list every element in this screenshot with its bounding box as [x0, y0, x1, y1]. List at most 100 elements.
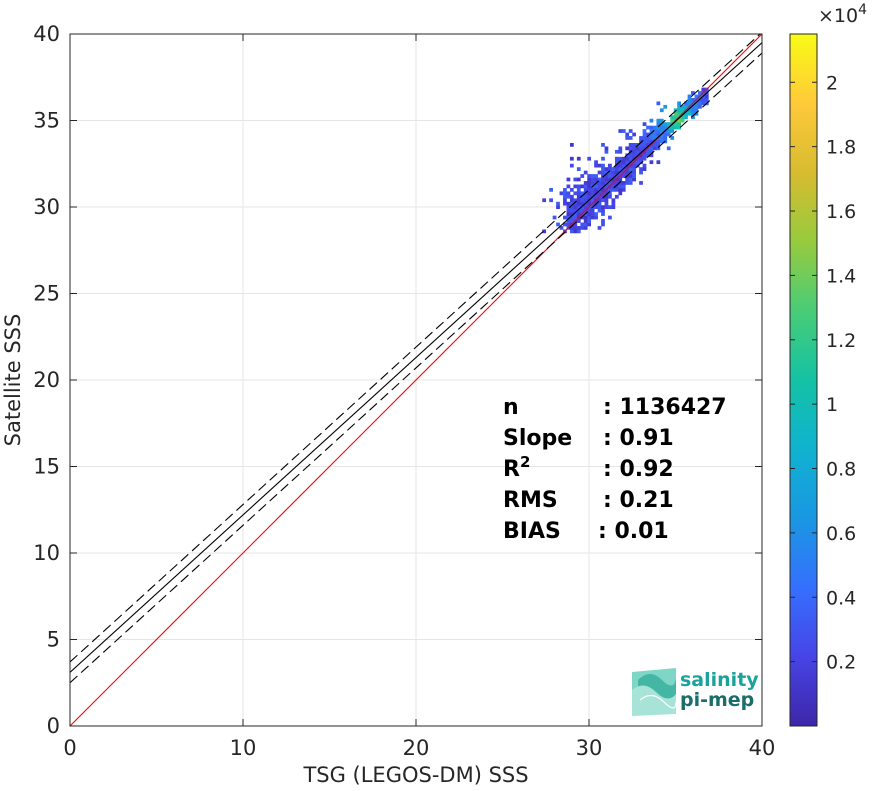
density-cell [590, 212, 595, 216]
density-cell [587, 219, 592, 223]
density-cell [670, 136, 675, 140]
colorbar-tick-label: 1.8 [826, 137, 856, 159]
density-cell [621, 181, 626, 185]
colorbar-multiplier-base: ×10 [818, 5, 858, 27]
stat-value: : 0.92 [603, 457, 674, 482]
density-cell [656, 146, 661, 151]
density-cell [594, 184, 598, 189]
density-cell [604, 181, 609, 185]
density-cell [694, 94, 699, 99]
density-cell [580, 194, 585, 199]
density-cell [642, 167, 647, 171]
density-cell [649, 153, 654, 158]
density-cell [618, 163, 623, 168]
density-cell [628, 181, 633, 185]
density-cell [639, 142, 643, 147]
density-cell [632, 149, 637, 154]
density-cell [677, 108, 681, 113]
x-tick-label: 10 [230, 736, 257, 760]
density-cell [601, 212, 605, 216]
density-cell [649, 146, 654, 151]
density-cell [680, 115, 685, 120]
density-cell [670, 118, 675, 123]
density-cell [659, 129, 664, 133]
density-cell [594, 163, 598, 168]
density-cell [639, 146, 643, 151]
density-cell [656, 129, 661, 133]
stat-label: n [503, 395, 519, 420]
density-cell [587, 191, 592, 196]
density-cell [583, 184, 588, 189]
density-cell [635, 160, 640, 165]
density-cell [642, 142, 647, 147]
density-cell [566, 222, 571, 227]
colorbar-tick-label: 0.6 [826, 523, 856, 545]
y-tick-label: 40 [33, 22, 60, 46]
density-cell [563, 201, 567, 206]
density-cell [687, 94, 692, 99]
density-cell [697, 104, 702, 109]
density-cell [601, 181, 605, 185]
density-cell [573, 215, 578, 220]
density-cell [576, 194, 581, 199]
density-cell [611, 184, 616, 189]
density-cell [618, 184, 623, 189]
density-cell [656, 118, 661, 123]
density-cell [649, 160, 654, 165]
stat-label-text: n [503, 395, 519, 420]
density-cell [587, 212, 592, 216]
density-cell [611, 174, 616, 178]
density-cell [573, 198, 578, 203]
density-cell [594, 194, 598, 199]
density-cell [618, 149, 623, 154]
density-cell [646, 132, 650, 137]
density-cell [625, 170, 630, 175]
x-tick-label: 40 [749, 736, 776, 760]
density-cell [580, 201, 585, 206]
density-cell [559, 191, 564, 196]
density-cell [673, 115, 678, 120]
density-cell [656, 122, 661, 126]
density-cell [569, 201, 574, 206]
density-cell [639, 136, 643, 140]
density-cell [653, 136, 657, 140]
density-cell [587, 194, 592, 199]
logo-line2: pi-mep [680, 689, 754, 711]
density-cell [649, 125, 654, 130]
density-cell [625, 156, 630, 161]
density-cell [673, 111, 678, 116]
density-cell [646, 139, 650, 144]
density-cell [691, 98, 695, 102]
density-cell [576, 212, 581, 216]
density-cell [608, 177, 612, 182]
density-cell [569, 194, 574, 199]
density-cell [632, 170, 637, 175]
density-cell [691, 108, 695, 113]
density-cell [580, 222, 585, 227]
density-cell [580, 226, 585, 230]
fit-line [70, 42, 762, 673]
density-cell [604, 184, 609, 189]
density-cell [632, 146, 637, 151]
density-cell [569, 215, 574, 220]
density-cell [632, 142, 637, 147]
density-cell [625, 160, 630, 165]
y-tick-label: 35 [33, 109, 60, 133]
y-axis-title: Satellite SSS [1, 314, 25, 447]
density-cell [656, 139, 661, 144]
density-cell [614, 163, 619, 168]
density-cell [587, 174, 592, 178]
density-cell [569, 187, 574, 192]
density-cell [618, 129, 623, 133]
density-cell [580, 174, 585, 178]
density-cell [604, 205, 609, 210]
density-cell [590, 174, 595, 178]
density-cell [590, 181, 595, 185]
density-cell [556, 205, 560, 210]
density-cell [618, 191, 623, 196]
density-cell [601, 198, 605, 203]
density-cell [666, 129, 671, 133]
density-cell [566, 219, 571, 223]
x-tick-labels: 0 10 20 30 40 [63, 736, 775, 760]
